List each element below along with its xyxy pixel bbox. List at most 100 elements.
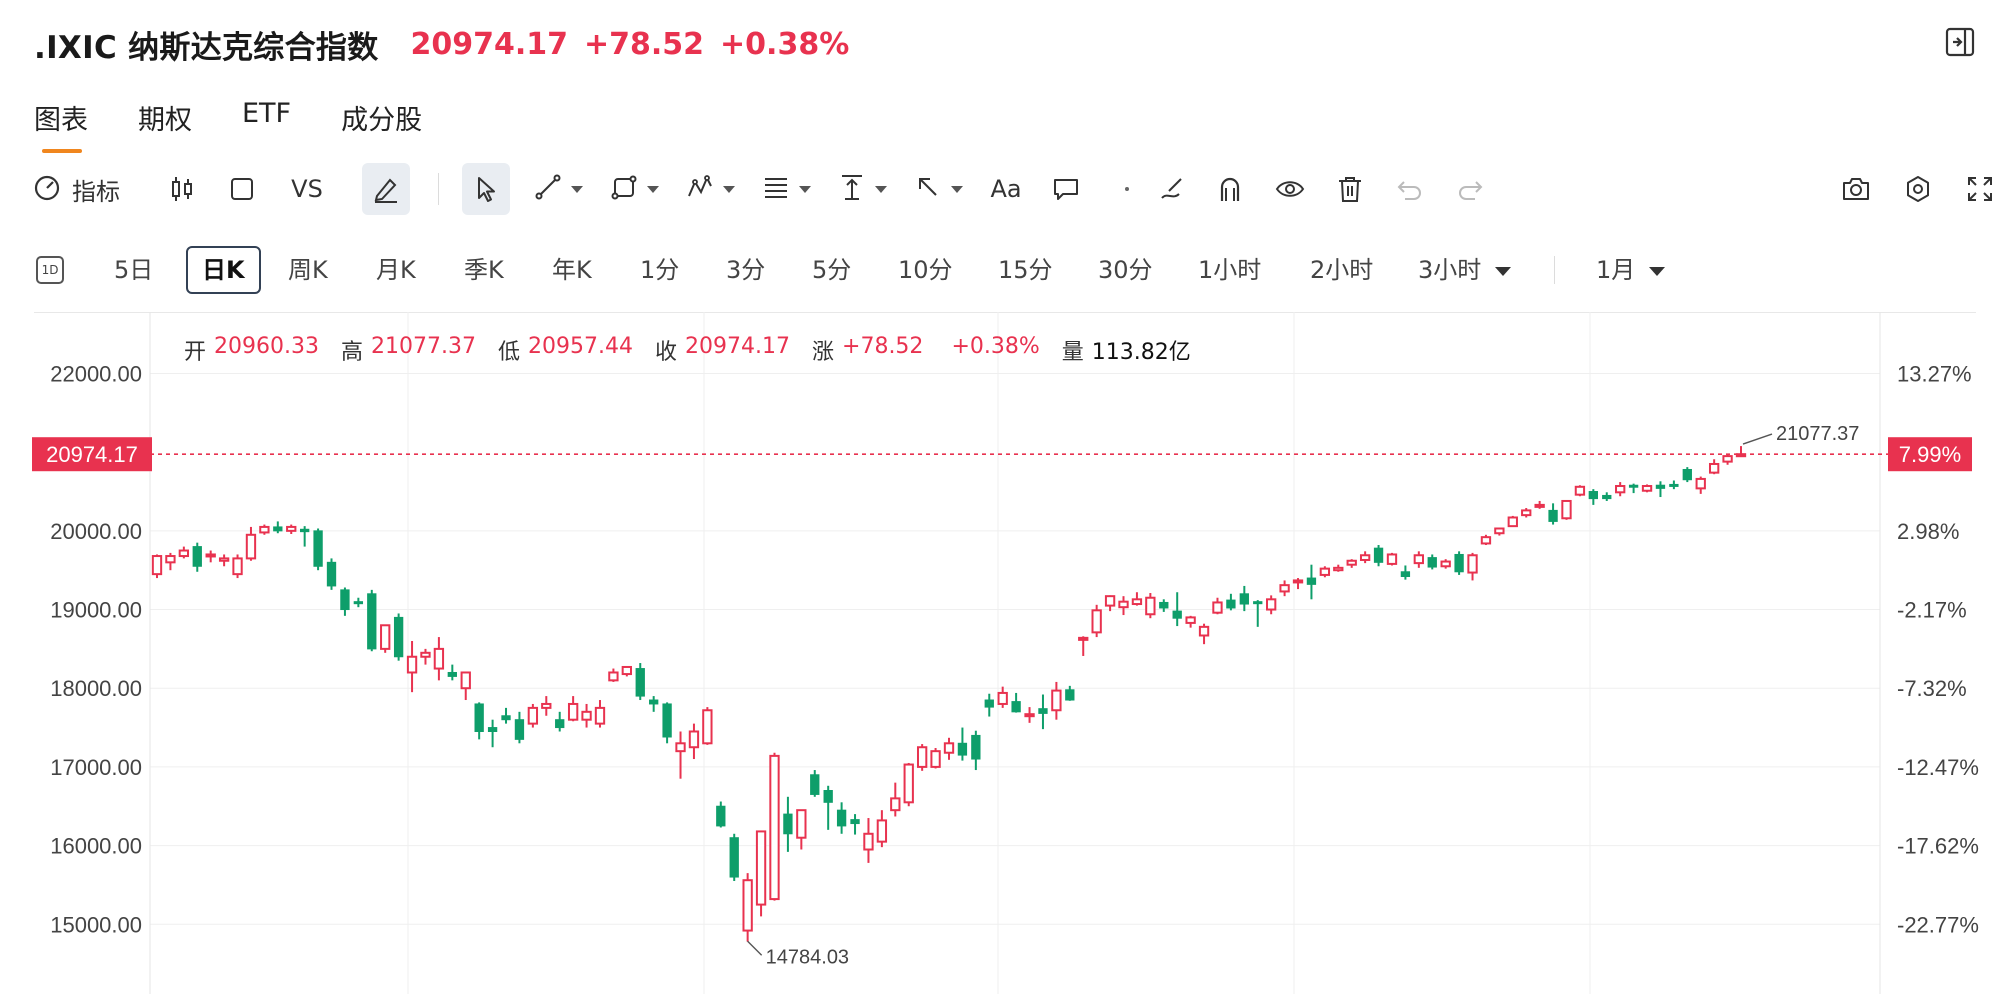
candle-up (1359, 554, 1371, 561)
price-chart[interactable]: 22000.00 20000.00 19000.00 18000.00 17000.00… (0, 312, 2010, 994)
tab-constituents[interactable]: 成分股 (341, 105, 423, 136)
candle-down (367, 593, 377, 650)
pen-icon[interactable] (362, 163, 410, 215)
candle-up (259, 525, 270, 534)
candle-down (1065, 689, 1075, 701)
candle-down (1548, 509, 1558, 522)
period-quarterly-k[interactable]: 季K (464, 256, 504, 284)
y-tick-label-left: 19000.00 (50, 598, 142, 623)
period-1min[interactable]: 1分 (640, 256, 680, 284)
period-1h[interactable]: 1小时 (1198, 256, 1262, 284)
chevron-down-icon (1495, 266, 1512, 276)
candle-down (1454, 553, 1464, 573)
candle-down (1306, 577, 1317, 585)
change-percent-value: +0.38% (951, 334, 1040, 359)
period-3min[interactable]: 3分 (726, 256, 766, 284)
candle-up (796, 809, 807, 839)
candle-down (1373, 547, 1384, 563)
candle-up (581, 710, 592, 721)
candle-down (971, 734, 981, 760)
close-label: 收 (655, 340, 678, 365)
period-5d[interactable]: 5日 (114, 256, 154, 284)
candle-up (1198, 625, 1210, 637)
candle-up (433, 647, 445, 670)
candle-up (1279, 584, 1290, 593)
high-label: 高 (341, 340, 364, 365)
tab-etf[interactable]: ETF (242, 98, 292, 129)
period-10min[interactable]: 10分 (898, 256, 953, 284)
candle-up (1574, 485, 1586, 496)
candle-down (635, 668, 645, 697)
undo-icon[interactable] (1388, 163, 1432, 215)
quote-header: .IXIC 纳斯达克综合指数 20974.17 +78.52 +0.38% (34, 22, 849, 66)
one-day-icon[interactable]: 1D (36, 256, 64, 284)
camera-icon[interactable] (1834, 163, 1878, 215)
main-tabs: 图表 期权 ETF 成分股 (34, 98, 472, 153)
candle-up (943, 742, 955, 754)
period-2h[interactable]: 2小时 (1310, 256, 1374, 284)
period-3h-dropdown[interactable]: 3小时 (1418, 246, 1512, 294)
eye-icon[interactable] (1268, 163, 1312, 215)
compare-button[interactable]: VS (282, 163, 332, 215)
period-daily-k[interactable]: 日K (186, 246, 261, 294)
candle-up (567, 702, 579, 721)
min-annotation-label: 14784.03 (766, 946, 849, 968)
index-title: .IXIC 纳斯达克综合指数 (34, 29, 379, 66)
range-label: 1月 (1596, 256, 1636, 284)
max-annotation-leader (1742, 433, 1773, 445)
square-icon[interactable] (222, 163, 262, 215)
candle-down (729, 837, 739, 878)
candle-up (205, 553, 216, 558)
measure-tool-button[interactable] (832, 163, 892, 215)
candle-up (178, 549, 190, 558)
brush-icon[interactable] (1150, 163, 1194, 215)
period-3h-label: 3小时 (1418, 256, 1482, 284)
candle-down (555, 719, 565, 729)
period-5min[interactable]: 5分 (812, 256, 852, 284)
candle-up (997, 691, 1008, 705)
period-monthly-k[interactable]: 月K (376, 256, 416, 284)
arrow-icon (913, 172, 943, 206)
candle-down (1400, 571, 1411, 577)
candle-up (1722, 455, 1733, 463)
volume-value: 113.82亿 (1091, 340, 1191, 365)
candle-up (245, 533, 257, 560)
line-tool-button[interactable] (528, 163, 588, 215)
period-15min[interactable]: 15分 (998, 256, 1053, 284)
trash-icon[interactable] (1328, 163, 1372, 215)
period-30min[interactable]: 30分 (1098, 256, 1153, 284)
period-weekly-k[interactable]: 周K (288, 256, 328, 284)
min-annotation-leader (747, 940, 763, 956)
tab-chart[interactable]: 图表 (34, 98, 88, 153)
magnet-icon[interactable] (1208, 163, 1252, 215)
cursor-icon[interactable] (462, 163, 510, 215)
collapse-panel-icon[interactable] (1944, 26, 1976, 58)
price-change: +78.52 (584, 26, 705, 62)
y-tick-label-left: 22000.00 (50, 362, 142, 387)
shape-tool-button[interactable] (604, 163, 664, 215)
candle-up (1333, 566, 1344, 572)
fib-tool-button[interactable] (756, 163, 816, 215)
candle-up (151, 555, 163, 576)
settings-icon[interactable] (1896, 163, 1940, 215)
candle-down (1159, 601, 1169, 609)
dot-icon[interactable] (1120, 163, 1134, 215)
redo-icon[interactable] (1448, 163, 1492, 215)
candle-down (1253, 601, 1263, 605)
candle-down (1588, 491, 1599, 500)
candle-down (501, 715, 511, 721)
last-price: 20974.17 (410, 26, 569, 62)
candle-up (1386, 553, 1398, 565)
tab-options[interactable]: 期权 (138, 105, 192, 136)
candlestick-icon[interactable] (162, 163, 202, 215)
candle-up (1735, 453, 1747, 458)
range-dropdown[interactable]: 1月 (1596, 246, 1666, 294)
comment-icon[interactable] (1044, 163, 1088, 215)
candle-up (1440, 560, 1451, 568)
indicator-button[interactable]: 指标 (32, 163, 132, 215)
text-icon[interactable]: Aa (982, 163, 1030, 215)
pattern-tool-button[interactable] (680, 163, 740, 215)
fullscreen-icon[interactable] (1958, 163, 2002, 215)
period-yearly-k[interactable]: 年K (552, 256, 592, 284)
arrow-tool-button[interactable] (908, 163, 968, 215)
